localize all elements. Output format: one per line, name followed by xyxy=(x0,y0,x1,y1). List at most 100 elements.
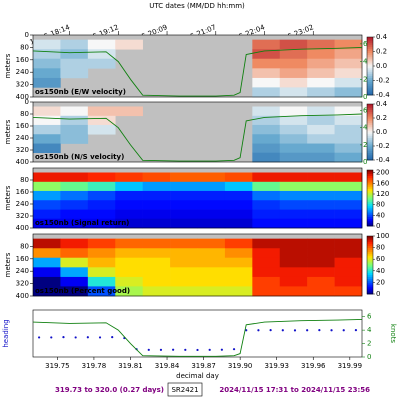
colorbar-slice xyxy=(367,73,373,77)
colorbar-tick-label: 20 xyxy=(376,278,385,286)
heat-cell xyxy=(197,257,226,268)
heading-dot xyxy=(330,329,333,332)
colorbar-slice xyxy=(367,66,373,69)
heading-dot xyxy=(184,348,187,351)
heat-cell xyxy=(33,58,61,69)
colorbar-tick-label: 0 xyxy=(376,290,380,298)
colorbar-slice xyxy=(367,236,373,239)
colorbar-tick-label: 160 xyxy=(376,179,389,187)
x-tick-label: 319.87 xyxy=(191,362,216,370)
heat-cell xyxy=(87,267,116,278)
colorbar-slice xyxy=(367,133,373,137)
heat-cell xyxy=(334,143,363,153)
colorbar-slice xyxy=(367,286,373,289)
y2-tick-label: 6 xyxy=(363,40,368,48)
heat-cell xyxy=(307,124,335,135)
heat-cell xyxy=(307,238,335,249)
colorbar-slice xyxy=(367,150,373,153)
colorbar-slice xyxy=(367,42,373,46)
colorbar-slice xyxy=(367,109,373,112)
colorbar-slice xyxy=(367,152,373,155)
colorbar-slice xyxy=(367,188,373,191)
colorbar-slice xyxy=(367,201,373,204)
heading-dot xyxy=(50,336,53,339)
heat-cell xyxy=(115,218,143,229)
heat-cell xyxy=(33,68,61,79)
footer-cruise: SR2421 xyxy=(171,386,198,394)
heat-cell xyxy=(307,267,335,278)
heat-cell xyxy=(60,115,89,126)
heat-cell xyxy=(224,190,253,201)
colorbar-slice xyxy=(367,81,373,84)
heat-cell xyxy=(170,181,198,192)
heat-cell xyxy=(252,276,281,287)
colorbar-slice xyxy=(367,104,373,107)
colorbar-slice xyxy=(367,148,373,152)
heat-cell xyxy=(170,267,198,278)
heat-cell xyxy=(87,276,116,287)
heat-cell xyxy=(279,257,308,268)
heat-cell xyxy=(87,248,116,259)
heat-cell xyxy=(334,39,363,50)
y-tick-label: 240 xyxy=(16,68,29,76)
colorbar-slice xyxy=(367,253,373,256)
colorbar-tick-label: -0.4 xyxy=(376,156,390,164)
heat-cell xyxy=(279,181,308,192)
colorbar-tick-label: 200 xyxy=(376,169,389,177)
panel-label: os150nb (Percent good) xyxy=(35,287,130,295)
heat-cell xyxy=(334,152,363,163)
heat-cell xyxy=(334,106,363,117)
colorbar-slice xyxy=(367,214,373,218)
colorbar-slice xyxy=(367,198,373,201)
heat-cell xyxy=(33,248,61,259)
heat-cell xyxy=(279,143,308,153)
y-tick-label: 240 xyxy=(16,200,29,208)
heading-dot xyxy=(196,348,199,352)
heat-cell xyxy=(197,267,226,278)
panel-frame xyxy=(32,34,363,98)
heading-dot xyxy=(245,329,248,332)
heading-dot xyxy=(281,329,284,332)
heat-cell xyxy=(334,172,363,183)
heading-dot xyxy=(62,336,65,339)
colorbar-slice xyxy=(367,115,373,118)
heat-cell xyxy=(334,87,363,98)
panel-frame xyxy=(32,167,363,229)
heat-cell xyxy=(115,39,143,50)
colorbar-slice xyxy=(367,145,373,148)
colorbar-slice xyxy=(367,216,373,219)
heat-cell xyxy=(224,200,253,210)
heat-cell xyxy=(142,181,171,192)
heat-cell xyxy=(307,181,335,192)
colorbar-slice xyxy=(367,212,373,216)
colorbar-slice xyxy=(367,265,373,268)
panel-label: os150nb (Signal return) xyxy=(35,219,129,227)
y-tick-label: 160 xyxy=(16,188,29,196)
panel-frame xyxy=(32,101,363,163)
y2-tick-label: 6 xyxy=(367,313,372,321)
heading-dot xyxy=(293,329,297,332)
colorbar-slice xyxy=(367,211,373,214)
heat-cell xyxy=(279,248,308,259)
heat-cell xyxy=(334,276,363,287)
heading-dot xyxy=(232,348,236,351)
colorbar-slice xyxy=(367,46,373,49)
colorbar-slice xyxy=(367,222,373,225)
heat-cell xyxy=(252,87,281,98)
colorbar-tick-label: 0.2 xyxy=(376,114,387,122)
colorbar-slice xyxy=(367,87,373,90)
panel-frame xyxy=(32,233,363,297)
axis-series-label: heading xyxy=(2,319,10,347)
y-tick-label: 240 xyxy=(16,267,29,275)
colorbar-slice xyxy=(367,141,373,144)
colorbar-slice xyxy=(367,113,373,116)
colorbar-slice xyxy=(367,37,373,40)
heat-cell xyxy=(279,172,308,183)
y2-tick-label: 2 xyxy=(367,340,371,348)
top-title: UTC dates (MM/DD hh:mm) xyxy=(149,2,245,10)
colorbar-slice xyxy=(367,175,373,178)
heat-cell xyxy=(252,190,281,201)
heat-cell xyxy=(60,58,89,69)
colorbar-slice xyxy=(367,284,373,287)
heat-cell xyxy=(170,257,198,268)
